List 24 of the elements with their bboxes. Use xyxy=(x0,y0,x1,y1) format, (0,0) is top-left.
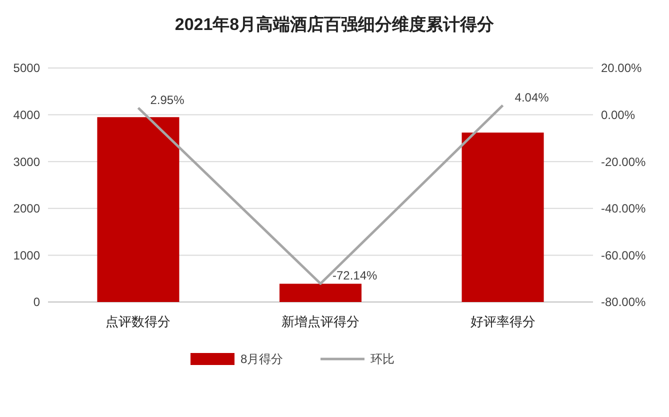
y2-tick-label: -40.00% xyxy=(601,202,646,216)
y-tick-label: 1000 xyxy=(13,248,40,262)
y-tick-label: 0 xyxy=(33,295,40,310)
y-tick-label: 2000 xyxy=(13,202,40,216)
x-tick-label: 点评数得分 xyxy=(106,314,171,329)
bar xyxy=(279,284,362,302)
legend-label: 环比 xyxy=(370,352,394,366)
y-tick-label: 5000 xyxy=(13,61,40,76)
y2-tick-label: -80.00% xyxy=(601,295,646,310)
y2-tick-label: 0.00% xyxy=(601,108,636,122)
data-label: 4.04% xyxy=(514,90,550,104)
chart-title: 2021年8月高端酒店百强细分维度累计得分 xyxy=(174,15,496,34)
y2-tick-label: -60.00% xyxy=(601,248,646,262)
x-tick-label: 新增点评得分 xyxy=(282,314,360,329)
y2-tick-label: 20.00% xyxy=(601,61,642,76)
bar xyxy=(97,117,180,302)
legend-label: 8月得分 xyxy=(240,352,284,366)
y-tick-label: 3000 xyxy=(13,154,40,169)
bar xyxy=(462,132,544,302)
data-label: -72.14% xyxy=(332,268,378,283)
y2-tick-label: -20.00% xyxy=(601,154,646,169)
data-label: 2.95% xyxy=(150,92,185,107)
y-tick-label: 4000 xyxy=(13,108,40,122)
x-tick-label: 好评率得分 xyxy=(470,314,536,329)
